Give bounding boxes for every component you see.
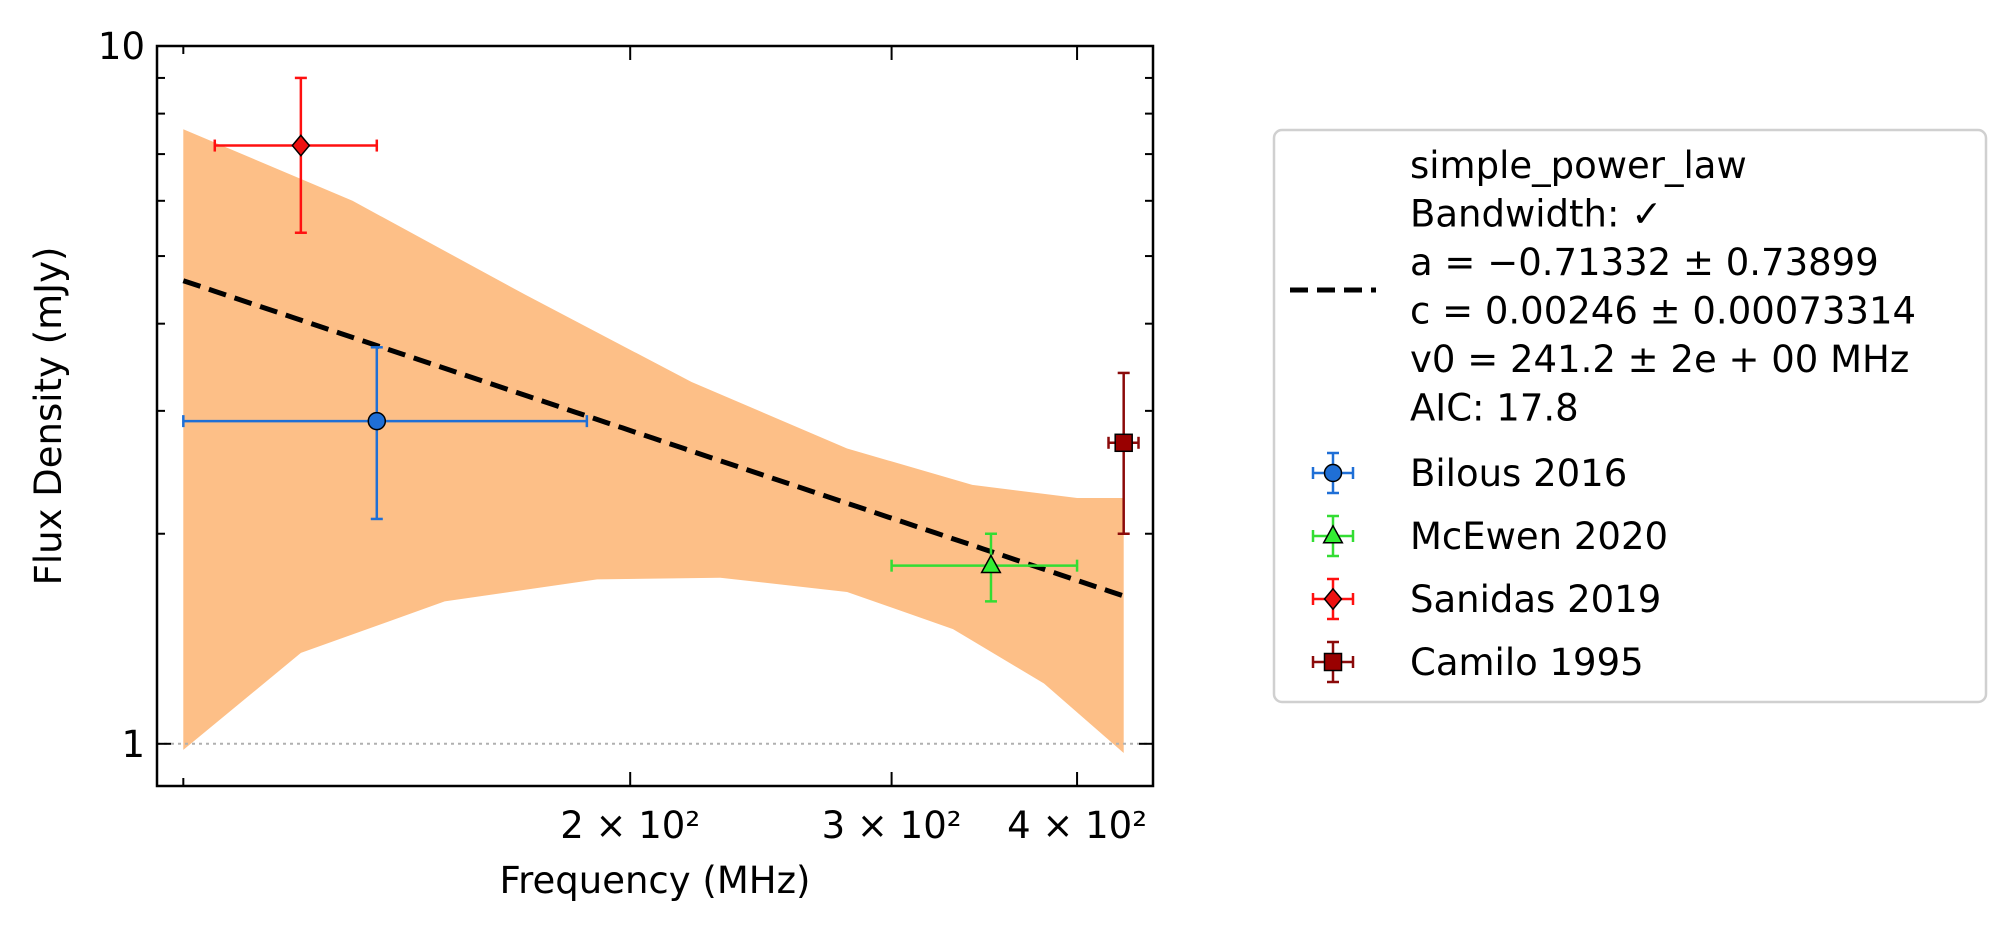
point-camilo-1995-0 [1114, 433, 1133, 453]
series-bilous-2016 [182, 346, 589, 521]
legend-marker-bilous-2016 [1323, 463, 1343, 483]
legend-entry-bilous-2016: Bilous 2016 [1311, 451, 1627, 495]
series-camilo-1995 [1107, 371, 1140, 535]
y-tick-label-1: 1 [121, 723, 145, 766]
fit-line [182, 278, 1125, 599]
axis-ticks: 2 × 10² 3 × 10² 4 × 10² 1 10 [98, 25, 1153, 847]
legend-entry-sanidas-2019: Sanidas 2019 [1311, 577, 1661, 621]
x-tick-label-300: 3 × 10² [822, 804, 962, 847]
point-mcewen-2020-0 [980, 553, 1002, 574]
legend-series: Bilous 2016 McEwen 2020 Sanidas 2019 Camilo… [1311, 451, 1668, 684]
plot-area [157, 76, 1153, 753]
y-tick-label-10: 10 [98, 25, 145, 68]
legend-entry-camilo-1995: Camilo 1995 [1311, 640, 1644, 684]
point-bilous-2016-0 [367, 411, 387, 431]
legend-label-sanidas-2019: Sanidas 2019 [1410, 578, 1661, 621]
legend-marker-camilo-1995 [1323, 652, 1343, 672]
legend-marker-mcewen-2020 [1322, 524, 1344, 544]
legend-label-mcewen-2020: McEwen 2020 [1410, 515, 1668, 558]
legend-fit-text: simple_power_law Bandwidth: ✓ a = −0.71332… [1410, 144, 1916, 430]
legend-label-bilous-2016: Bilous 2016 [1410, 452, 1627, 495]
series-sanidas-2019 [213, 76, 379, 234]
legend-label-camilo-1995: Camilo 1995 [1410, 641, 1644, 684]
legend-marker-sanidas-2019 [1323, 587, 1343, 611]
legend-fit-line-4: v0 = 241.2 ± 2e + 00 MHz [1410, 338, 1909, 381]
x-axis-label: Frequency (MHz) [500, 859, 811, 902]
y-axis-label: Flux Density (mJy) [27, 247, 70, 586]
legend-entry-mcewen-2020: McEwen 2020 [1311, 514, 1668, 558]
legend: simple_power_law Bandwidth: ✓ a = −0.71332… [1272, 128, 1988, 704]
x-tick-label-200: 2 × 10² [560, 804, 700, 847]
legend-fit-line-5: AIC: 17.8 [1410, 387, 1579, 430]
legend-fit-line-2: a = −0.71332 ± 0.73899 [1410, 241, 1879, 284]
legend-frame [1272, 128, 1988, 704]
x-tick-label-400: 4 × 10² [1007, 804, 1147, 847]
fit-confidence-band [183, 129, 1124, 753]
data-points [182, 76, 1140, 603]
legend-fit-line-3: c = 0.00246 ± 0.00073314 [1410, 290, 1916, 333]
point-sanidas-2019-0 [291, 134, 311, 157]
legend-fit-line-1: Bandwidth: ✓ [1410, 193, 1662, 236]
legend-fit-line-0: simple_power_law [1410, 144, 1747, 187]
plot-frame [155, 44, 1155, 788]
series-mcewen-2020 [890, 532, 1079, 603]
